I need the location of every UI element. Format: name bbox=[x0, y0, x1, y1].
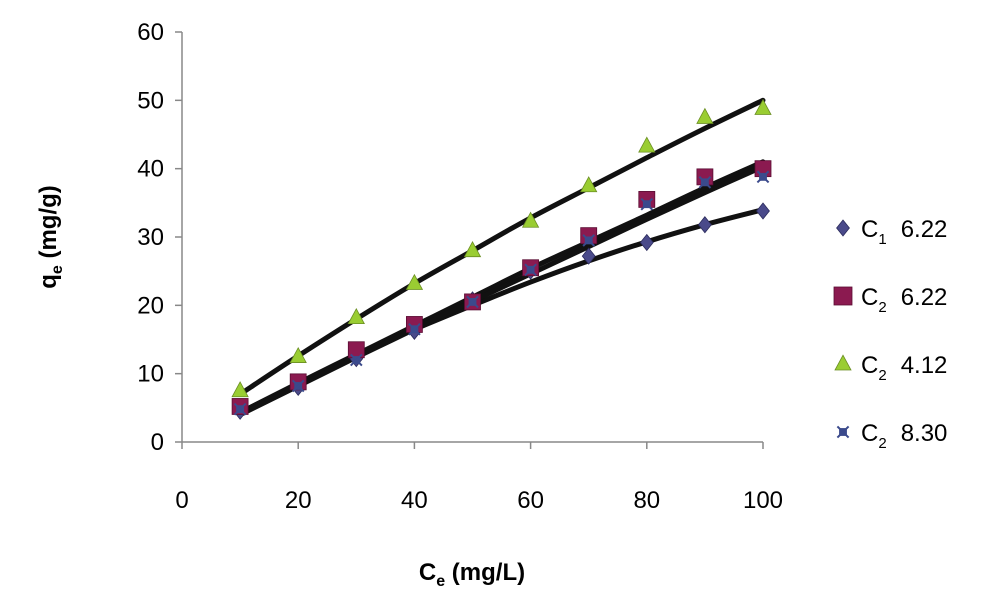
fit-line-series-3 bbox=[237, 97, 766, 397]
x-tick-label: 80 bbox=[633, 487, 660, 514]
legend-label-series-2: C2 6.22 bbox=[861, 284, 947, 316]
axes: 0 10 20 30 40 50 60 0 20 40 60 80 100 bbox=[137, 19, 783, 514]
data-point-series-4 bbox=[466, 295, 479, 309]
data-point-series-3 bbox=[463, 241, 482, 258]
y-tick-label: 20 bbox=[137, 292, 164, 319]
x-tick-label: 40 bbox=[401, 487, 428, 514]
legend-label-series-3: C2 4.12 bbox=[861, 352, 947, 384]
x-tick-label: 100 bbox=[743, 487, 783, 514]
data-point-series-1 bbox=[756, 202, 770, 220]
data-point-series-1 bbox=[581, 247, 596, 265]
data-point-series-3 bbox=[231, 381, 249, 398]
data-point-series-4 bbox=[233, 402, 247, 416]
y-tick-label: 40 bbox=[137, 156, 164, 183]
y-axis-title: qe (mg/g) bbox=[35, 185, 66, 289]
axis-titles: Ce (mg/L) qe (mg/g) bbox=[35, 185, 525, 590]
y-tick-label: 30 bbox=[137, 224, 164, 251]
x-axis-title: Ce (mg/L) bbox=[419, 559, 525, 590]
x-tick-label: 0 bbox=[175, 487, 188, 514]
y-tick-label: 10 bbox=[137, 361, 164, 388]
data-point-series-4 bbox=[640, 197, 654, 211]
x-tick-label: 20 bbox=[285, 487, 312, 514]
legend-marker-series-4 bbox=[836, 425, 850, 439]
x-tick-label: 60 bbox=[517, 487, 544, 514]
data-point-series-3 bbox=[754, 98, 772, 115]
legend: C1 6.22 C2 6.22 C2 4.12 C2 8.30 bbox=[833, 216, 947, 452]
data-point-series-3 bbox=[289, 346, 307, 363]
data-point-series-4 bbox=[582, 234, 596, 247]
data-point-series-1 bbox=[639, 233, 654, 252]
data-point-series-3 bbox=[696, 107, 714, 124]
legend-label-series-1: C1 6.22 bbox=[861, 216, 947, 248]
data-point-series-3 bbox=[580, 176, 598, 193]
data-point-series-4 bbox=[349, 353, 363, 367]
fit-line-series-1 bbox=[237, 207, 766, 416]
legend-marker-series-2 bbox=[833, 286, 853, 306]
data-point-series-4 bbox=[698, 176, 712, 189]
data-point-series-3 bbox=[521, 211, 540, 228]
data-point-series-3 bbox=[405, 273, 424, 290]
data-point-series-1 bbox=[697, 216, 712, 234]
legend-label-series-4: C2 8.30 bbox=[861, 420, 947, 452]
y-tick-label: 0 bbox=[151, 429, 164, 456]
legend-marker-series-1 bbox=[836, 219, 850, 237]
data-point-series-3 bbox=[638, 136, 656, 153]
data-point-series-4 bbox=[291, 379, 305, 393]
fit-line-series-4 bbox=[237, 164, 766, 418]
data-point-series-4 bbox=[408, 322, 421, 336]
data-points bbox=[231, 98, 772, 420]
fit-lines bbox=[237, 97, 766, 418]
data-point-series-4 bbox=[524, 263, 537, 277]
data-point-series-3 bbox=[347, 307, 365, 325]
y-tick-label: 60 bbox=[137, 19, 164, 46]
fit-line-series-2 bbox=[237, 159, 766, 416]
data-point-series-4 bbox=[756, 170, 770, 184]
y-tick-label: 50 bbox=[137, 87, 164, 114]
legend-marker-series-3 bbox=[834, 354, 852, 371]
